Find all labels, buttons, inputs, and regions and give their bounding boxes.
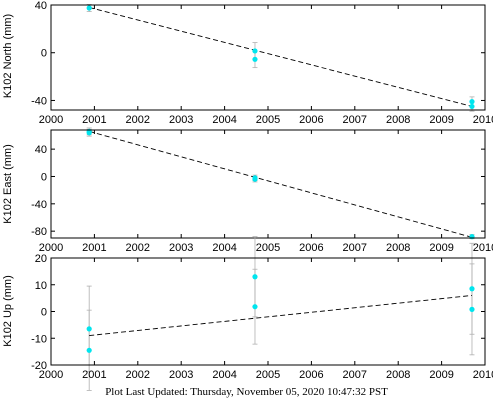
data-point-3-2 [86,347,92,353]
x-tick-label-2-2002: 2002 [126,242,150,254]
plot-frame-3 [50,257,486,366]
x-tick-label-1-2008: 2008 [386,114,410,126]
y-tick-label-1-0: 0 [41,48,47,60]
x-tick-label-3-2001: 2001 [82,369,106,381]
y-tick-label-2--80: -80 [31,226,47,238]
plot-frame-1 [50,4,486,111]
x-tick-label-3-2009: 2009 [429,369,453,381]
x-tick-label-2-2003: 2003 [169,242,193,254]
x-tick-label-1-2005: 2005 [256,114,280,126]
data-point-1-1 [86,5,92,11]
y-tick-label-3-10: 10 [35,280,47,292]
y-tick-label-3-0: 0 [41,307,47,319]
x-tick-label-2-2009: 2009 [429,242,453,254]
y-tick-label-3--10: -10 [31,333,47,345]
data-point-1-2 [252,48,258,54]
x-tick-label-1-2003: 2003 [169,114,193,126]
x-tick-label-1-2000: 2000 [39,114,63,126]
y-tick-label-1--40: -40 [31,95,47,107]
y-tick-label-2-0: 0 [41,171,47,183]
x-tick-label-2-2004: 2004 [212,242,236,254]
trend-line-2 [89,130,473,238]
y-tick-label-2--40: -40 [31,199,47,211]
x-tick-label-3-2000: 2000 [39,369,63,381]
trend-line-3 [89,295,473,337]
data-point-3-6 [469,306,475,312]
x-tick-label-3-2002: 2002 [126,369,150,381]
data-point-1-4 [469,99,475,105]
data-point-3-1 [86,326,92,332]
x-tick-label-2-2001: 2001 [82,242,106,254]
x-tick-label-1-2007: 2007 [343,114,367,126]
x-tick-label-3-2007: 2007 [343,369,367,381]
y-axis-label-3: K102 Up (mm) [2,275,14,347]
x-tick-label-1-2001: 2001 [82,114,106,126]
data-point-1-3 [252,56,258,62]
x-tick-label-2-2005: 2005 [256,242,280,254]
x-tick-label-2-2006: 2006 [299,242,323,254]
y-axis-label-1: K102 North (mm) [2,14,14,98]
x-tick-label-2-2008: 2008 [386,242,410,254]
x-tick-label-1-2002: 2002 [126,114,150,126]
data-point-3-4 [252,304,258,310]
y-axis-label-2: K102 East (mm) [2,144,14,223]
y-tick-label-3-20: 20 [35,253,47,265]
x-tick-label-3-2003: 2003 [169,369,193,381]
data-point-2-4 [252,176,258,182]
trend-line-1 [89,6,473,107]
data-point-1-5 [469,103,475,110]
y-tick-label-3--20: -20 [31,360,47,372]
data-point-3-3 [252,274,258,280]
y-tick-label-2-40: 40 [35,144,47,156]
x-tick-label-2-2007: 2007 [343,242,367,254]
x-tick-label-1-2006: 2006 [299,114,323,126]
x-tick-label-3-2008: 2008 [386,369,410,381]
plot-frame-2 [50,129,486,239]
y-tick-label-1-40: 40 [35,0,47,12]
x-tick-label-2-2000: 2000 [39,242,63,254]
x-tick-label-1-2004: 2004 [212,114,236,126]
last-updated-footer: Plot Last Updated: Thursday, November 05… [105,386,388,398]
x-tick-label-3-2005: 2005 [256,369,280,381]
x-tick-label-3-2004: 2004 [212,369,236,381]
x-tick-label-3-2006: 2006 [299,369,323,381]
x-tick-label-1-2009: 2009 [429,114,453,126]
data-point-3-5 [469,286,475,292]
